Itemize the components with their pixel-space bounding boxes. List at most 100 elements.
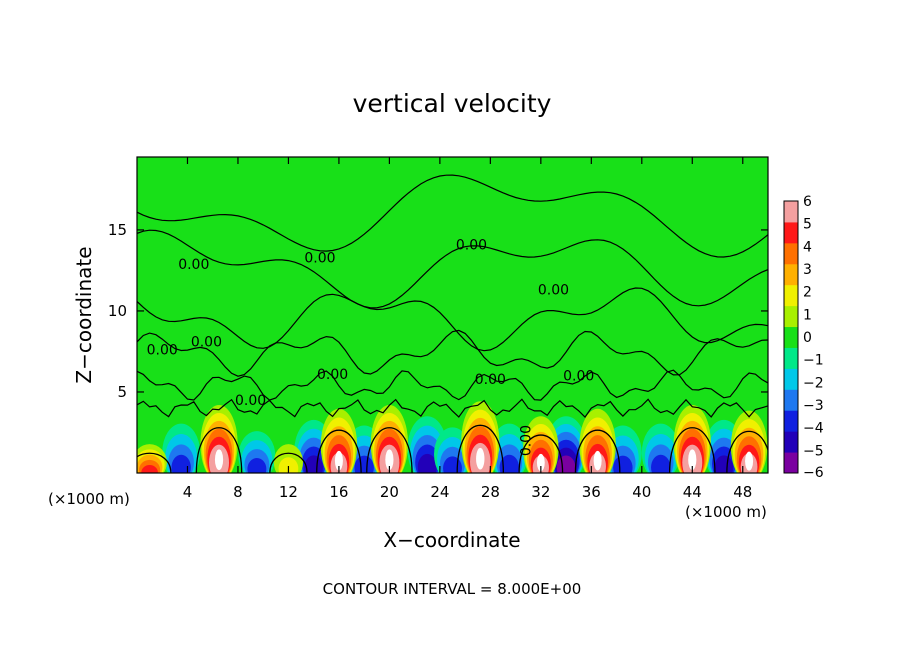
updraft-core <box>536 453 545 472</box>
updraft-cell-8 <box>673 405 711 473</box>
plot-frame <box>136 156 769 474</box>
colorbar-frame <box>783 200 799 474</box>
colorbar-segment <box>784 410 798 432</box>
y-tick-label: 5 <box>117 383 127 401</box>
colorbar-tick-label: 5 <box>803 217 812 233</box>
contour-label: 0.00 <box>538 283 569 299</box>
colorbar-segment <box>784 389 798 411</box>
contour-label: 0.00 <box>456 237 487 253</box>
x-tick-label: 20 <box>380 483 399 501</box>
colorbar-segment <box>784 305 798 328</box>
colorbar-tick-label: −1 <box>803 353 824 369</box>
colorbar-segment <box>784 284 798 307</box>
x-tick-label: 4 <box>183 483 193 501</box>
zero-contour <box>316 429 362 473</box>
zero-contour <box>137 452 172 473</box>
updraft-core <box>688 449 697 470</box>
colorbar-tick-label: −5 <box>803 443 824 459</box>
velocity-field <box>137 401 768 473</box>
x-tick-label: 8 <box>233 483 243 501</box>
colorbar-segment <box>784 452 798 474</box>
x-tick-label: 40 <box>632 483 651 501</box>
colorbar-tick-label: 3 <box>803 262 812 278</box>
colorbar-tick-label: −4 <box>803 421 824 437</box>
x-axis: 4 8 12 16 20 24 28 32 36 40 44 48 <box>183 157 752 501</box>
contour-label: 0.00 <box>519 425 535 456</box>
x-unit-right: (×1000 m) <box>685 503 767 521</box>
colorbar-tick-label: 0 <box>803 330 812 346</box>
updraft-cell-7 <box>579 408 616 473</box>
zero-contour <box>518 434 564 473</box>
downdraft-band <box>417 453 437 473</box>
colorbar-segment <box>784 368 798 390</box>
updraft-cell-3 <box>320 408 358 473</box>
downdraft-band <box>304 455 323 473</box>
downdraft-band <box>651 454 671 473</box>
contour-label: 0.00 <box>147 343 178 359</box>
x-tick-label: 24 <box>430 483 449 501</box>
x-tick-label: 44 <box>683 483 702 501</box>
contour-label: 0.00 <box>191 335 222 351</box>
updraft-band <box>278 457 299 473</box>
plot-area: 0.00 0.00 0.00 0.00 0.00 0.00 0.00 0.00 0.00 0.00… <box>136 156 769 474</box>
updraft-core <box>385 449 394 470</box>
downdraft-band <box>171 454 191 473</box>
contour-label: 0.00 <box>235 393 266 409</box>
zero-contour <box>137 329 768 377</box>
downdraft-band <box>443 456 462 473</box>
updraft-core <box>745 451 754 471</box>
x-tick-label: 28 <box>481 483 500 501</box>
contour-label: 0.00 <box>563 369 594 385</box>
downdraft-band <box>714 455 734 473</box>
downdraft-cell-6 <box>490 423 529 473</box>
contour-label: 0.00 <box>317 367 348 383</box>
colorbar-segment <box>784 242 798 265</box>
zero-contour <box>456 424 505 473</box>
zero-contour <box>137 369 768 401</box>
downdraft-cell-1 <box>238 431 276 473</box>
x-tick-label: 16 <box>329 483 348 501</box>
colorbar-tick-label: −6 <box>803 465 824 481</box>
updraft-cell-0 <box>137 444 167 473</box>
y-axis: 5 10 15 <box>108 221 768 401</box>
updraft-cell-2 <box>273 444 304 473</box>
updraft-cell-6 <box>523 416 559 473</box>
colorbar-tick-label: 2 <box>803 285 812 301</box>
downdraft-band <box>247 458 267 473</box>
downdraft-cell-0 <box>162 423 201 473</box>
x-tick-label: 12 <box>279 483 298 501</box>
x-axis-label: X−coordinate <box>383 528 520 552</box>
colorbar-segment <box>784 263 798 286</box>
zero-contour <box>137 398 768 419</box>
colorbar-tick-label: −2 <box>803 375 824 391</box>
zero-contour <box>366 427 413 473</box>
downdraft-band <box>556 455 576 473</box>
contour-interval-note: CONTOUR INTERVAL = 8.000E+00 <box>323 580 582 598</box>
chart-title: vertical velocity <box>353 89 552 118</box>
zero-contour <box>137 287 768 352</box>
zero-contour <box>195 427 243 473</box>
plot-background <box>137 157 768 473</box>
zero-contour <box>574 429 621 473</box>
contour-label: 0.00 <box>178 257 209 273</box>
colorbar-segment <box>784 347 798 369</box>
x-tick-label: 48 <box>733 483 752 501</box>
downdraft-band <box>499 454 519 473</box>
updraft-core <box>593 450 602 471</box>
y-tick-label: 10 <box>108 302 127 320</box>
x-tick-label: 36 <box>582 483 601 501</box>
colorbar-tick-label: −3 <box>803 398 824 414</box>
zero-contour <box>269 452 308 473</box>
downdraft-band <box>613 455 633 473</box>
x-unit-left: (×1000 m) <box>48 490 130 508</box>
updraft-core <box>214 449 224 470</box>
zero-contour <box>137 229 768 309</box>
y-tick-label: 15 <box>108 221 127 239</box>
zero-contour <box>726 430 768 473</box>
contour-label: 0.00 <box>304 250 335 266</box>
x-tick-label: 32 <box>531 483 550 501</box>
colorbar-tick-label: 1 <box>803 307 812 323</box>
colorbar-segment <box>784 431 798 453</box>
zero-contour <box>137 174 768 258</box>
